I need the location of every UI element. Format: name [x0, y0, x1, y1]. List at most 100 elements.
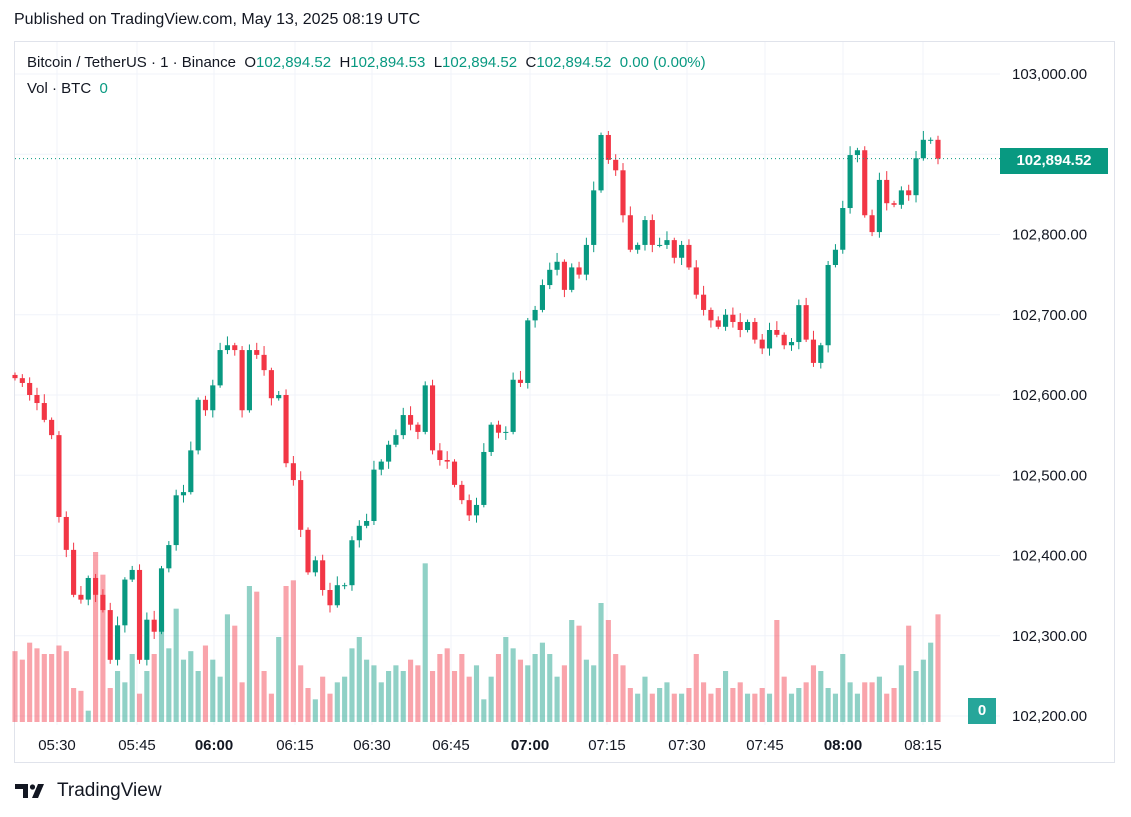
volume-bar: [173, 608, 179, 722]
volume-bar: [41, 654, 47, 722]
volume-bar: [85, 710, 91, 722]
open-value: 102,894.52: [256, 54, 332, 71]
volume-bar: [312, 699, 318, 722]
price-tick-label: 102,300.00: [1012, 628, 1087, 645]
candle-down: [437, 450, 443, 461]
candle-up: [591, 190, 597, 245]
volume-bar: [613, 654, 619, 722]
volume-bar: [276, 637, 282, 722]
candle-down: [906, 190, 912, 196]
volume-bar: [920, 659, 926, 722]
volume-bar: [71, 688, 77, 722]
volume-bar: [158, 620, 165, 722]
candle-up: [569, 267, 575, 290]
candle-up: [898, 190, 904, 205]
candle-down: [605, 134, 611, 160]
time-tick-label: 06:45: [432, 737, 470, 754]
volume-bar: [781, 676, 787, 722]
volume-bar: [620, 665, 626, 722]
candle-down: [686, 244, 692, 268]
candle-down: [327, 590, 333, 606]
candle-up: [217, 350, 223, 386]
candle-up: [349, 540, 355, 586]
volume-bars: [12, 552, 941, 722]
candle-down: [261, 354, 267, 371]
candle-down: [759, 339, 765, 349]
candle-down: [136, 569, 143, 660]
time-tick-label: 06:15: [276, 737, 314, 754]
price-tick-label: 102,800.00: [1012, 227, 1087, 244]
volume-bar: [627, 688, 633, 722]
volume-bar: [210, 659, 216, 722]
volume-bar: [364, 659, 370, 722]
volume-bar: [393, 665, 399, 722]
volume-bar: [34, 648, 40, 722]
price-tick-label: 102,700.00: [1012, 307, 1087, 324]
volume-bar: [202, 645, 209, 722]
candle-down: [408, 415, 414, 425]
candle-up: [312, 560, 318, 573]
volume-bar: [166, 648, 172, 722]
chart-frame: [14, 41, 1115, 763]
candle-down: [320, 560, 326, 591]
candle-down: [268, 370, 274, 399]
volume-bar: [12, 651, 18, 722]
candle-down: [415, 424, 421, 432]
volume-bar: [151, 654, 157, 722]
candle-down: [715, 320, 721, 327]
candle-up: [598, 134, 604, 191]
candle-up: [393, 435, 399, 445]
change-value: 0.00 (0.00%): [619, 54, 706, 71]
volume-title[interactable]: Vol · BTC: [27, 80, 92, 97]
candle-down: [737, 321, 743, 330]
volume-bar: [481, 699, 487, 722]
volume-bar: [605, 620, 611, 722]
volume-bar: [305, 688, 311, 722]
candle-up: [334, 585, 340, 606]
volume-bar: [554, 676, 560, 722]
candle-up: [503, 431, 509, 433]
volume-bar: [495, 654, 502, 722]
volume-bar: [876, 676, 882, 722]
volume-bar: [884, 693, 890, 722]
volume-bar: [561, 665, 567, 722]
time-tick-label: 08:00: [824, 737, 862, 754]
candle-down: [884, 179, 890, 204]
volume-bar: [898, 665, 904, 722]
volume-bar: [635, 693, 641, 722]
volume-bar: [378, 682, 384, 722]
candle-up: [635, 244, 641, 250]
tradingview-logo[interactable]: TradingView: [15, 780, 162, 802]
candle-up: [722, 314, 729, 327]
candle-up: [744, 321, 751, 330]
candle-up: [525, 320, 531, 383]
candle-down: [459, 484, 465, 501]
candle-down: [671, 240, 677, 258]
volume-bar: [63, 651, 69, 722]
candle-up: [114, 625, 121, 660]
volume-bar: [327, 693, 333, 722]
volume-bar: [466, 676, 472, 722]
time-tick-label: 05:30: [38, 737, 76, 754]
volume-bar: [715, 688, 721, 722]
last-price-label: 102,894.52: [1000, 148, 1108, 174]
volume-bar: [246, 586, 252, 722]
candle-up: [158, 568, 165, 632]
volume-bar: [598, 603, 604, 722]
volume-bar: [576, 625, 582, 722]
candle-down: [283, 395, 289, 464]
candle-up: [122, 579, 128, 626]
volume-value: 0: [99, 80, 108, 97]
candle-down: [803, 305, 809, 340]
volume-bar: [254, 591, 260, 722]
time-tick-label: 07:15: [588, 737, 626, 754]
candle-down: [93, 577, 99, 595]
candle-down: [613, 159, 619, 171]
time-tick-label: 07:30: [668, 737, 706, 754]
published-caption: Published on TradingView.com, May 13, 20…: [14, 11, 421, 28]
symbol-title[interactable]: Bitcoin / TetherUS · 1 · Binance: [27, 54, 236, 71]
candle-down: [576, 267, 582, 275]
price-tick-label: 102,400.00: [1012, 548, 1087, 565]
candle-down: [12, 374, 18, 379]
